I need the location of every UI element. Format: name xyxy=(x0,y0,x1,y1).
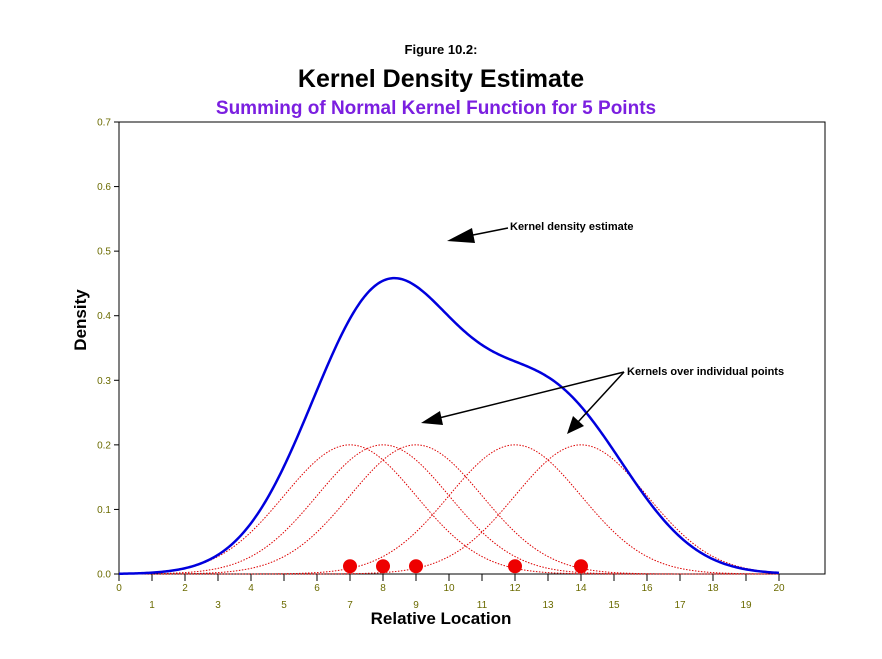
x-tick-label: 5 xyxy=(281,600,287,611)
data-point xyxy=(343,559,357,574)
kernel-curve xyxy=(119,444,780,575)
y-tick-label: 0.6 xyxy=(97,182,111,193)
annotation-kernels-label: Kernels over individual points xyxy=(627,366,784,378)
x-tick-label: 10 xyxy=(443,583,455,594)
annotation-density-arrow-line xyxy=(467,227,509,237)
x-axis-title: Relative Location xyxy=(371,609,512,628)
x-tick-label: 20 xyxy=(773,583,785,594)
kernel-curve xyxy=(119,444,779,575)
y-axis-title: Density xyxy=(71,289,90,351)
data-points xyxy=(343,559,588,574)
annotation-density: Kernel density estimate xyxy=(447,221,634,243)
x-tick-label: 4 xyxy=(248,583,254,594)
y-tick-label: 0.2 xyxy=(97,440,111,451)
x-tick-label: 17 xyxy=(674,600,686,611)
x-tick-label: 9 xyxy=(413,600,419,611)
chart-title: Kernel Density Estimate xyxy=(298,65,584,93)
density-estimate-line xyxy=(118,276,780,575)
y-tick-label: 0.5 xyxy=(97,247,111,258)
annotation-kernels-arrow-line-1 xyxy=(438,371,625,419)
x-tick-label: 18 xyxy=(707,583,719,594)
x-tick-label: 13 xyxy=(542,600,554,611)
annotation-density-arrowhead xyxy=(447,228,475,243)
x-tick-label: 16 xyxy=(641,583,653,594)
x-tick-label: 11 xyxy=(477,600,488,611)
y-tick-label: 0.7 xyxy=(97,118,111,129)
y-tick-label: 0.0 xyxy=(97,570,111,581)
x-tick-label: 19 xyxy=(740,600,752,611)
y-axis: 0.0 0.1 0.2 0.3 0.4 0.5 0.6 0.7 xyxy=(97,118,119,581)
y-tick-label: 0.1 xyxy=(97,505,111,516)
annotation-kernels-arrow-line-2 xyxy=(577,371,625,423)
data-point xyxy=(508,559,522,574)
annotation-density-label: Kernel density estimate xyxy=(510,221,634,233)
x-tick-label: 1 xyxy=(149,600,155,611)
data-point xyxy=(409,559,423,574)
figure-label: Figure 10.2: xyxy=(405,42,478,57)
annotation-kernels-arrowhead-2 xyxy=(567,416,584,434)
annotation-kernels: Kernels over individual points xyxy=(421,366,784,434)
kernel-curve xyxy=(119,444,780,575)
data-point xyxy=(574,559,588,574)
x-tick-label: 8 xyxy=(380,583,386,594)
x-tick-label: 3 xyxy=(215,600,221,611)
x-tick-label: 15 xyxy=(608,600,620,611)
x-tick-label: 2 xyxy=(182,583,188,594)
y-tick-label: 0.4 xyxy=(97,311,111,322)
annotation-kernels-arrowhead-1 xyxy=(421,411,443,425)
x-tick-label: 14 xyxy=(575,583,587,594)
y-tick-label: 0.3 xyxy=(97,376,111,387)
x-tick-label: 12 xyxy=(509,583,521,594)
kernel-curves xyxy=(118,444,780,575)
chart-subtitle: Summing of Normal Kernel Function for 5 … xyxy=(216,98,656,119)
data-point xyxy=(376,559,390,574)
x-tick-label: 0 xyxy=(116,583,122,594)
x-tick-label: 6 xyxy=(314,583,320,594)
plot-frame xyxy=(118,121,826,575)
x-tick-label: 7 xyxy=(347,600,353,611)
